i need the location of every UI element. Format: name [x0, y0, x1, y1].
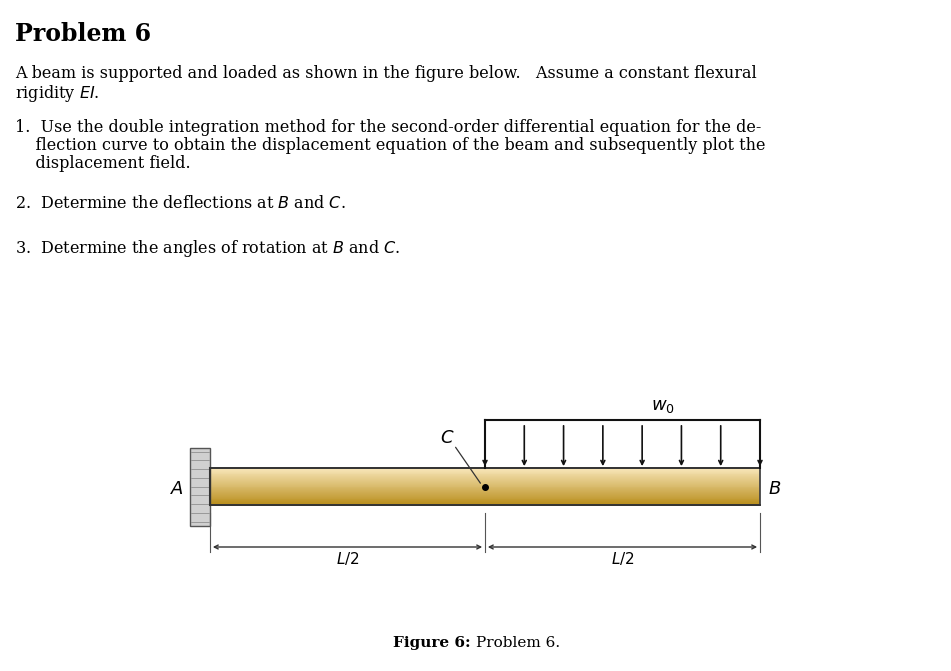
Bar — [210, 497, 760, 498]
Bar — [210, 472, 760, 474]
Bar — [210, 468, 760, 470]
Bar — [210, 486, 760, 488]
Bar — [210, 503, 760, 505]
Bar — [210, 484, 760, 486]
Text: A beam is supported and loaded as shown in the figure below.   Assume a constant: A beam is supported and loaded as shown … — [15, 65, 757, 82]
Bar — [210, 474, 760, 475]
Bar — [210, 502, 760, 504]
Bar — [210, 501, 760, 503]
Bar — [210, 501, 760, 502]
Bar — [210, 483, 760, 484]
Text: $w_0$: $w_0$ — [650, 397, 674, 415]
Bar — [210, 469, 760, 470]
Bar — [210, 474, 760, 476]
Bar — [210, 477, 760, 479]
Bar — [210, 472, 760, 473]
Text: displacement field.: displacement field. — [15, 155, 190, 172]
Bar — [210, 494, 760, 495]
Bar — [210, 479, 760, 480]
Text: $L/2$: $L/2$ — [611, 550, 634, 567]
Text: 2.  Determine the deflections at $B$ and $C$.: 2. Determine the deflections at $B$ and … — [15, 195, 346, 211]
Text: 3.  Determine the angles of rotation at $B$ and $C$.: 3. Determine the angles of rotation at $… — [15, 238, 400, 259]
Bar — [210, 504, 760, 506]
Bar — [210, 492, 760, 494]
Text: $C$: $C$ — [439, 429, 455, 447]
Text: Problem 6: Problem 6 — [15, 22, 151, 46]
Bar — [210, 480, 760, 482]
Text: 1.  Use the double integration method for the second-order differential equation: 1. Use the double integration method for… — [15, 119, 762, 136]
Text: rigidity $EI$.: rigidity $EI$. — [15, 83, 100, 104]
Bar — [210, 496, 760, 497]
Text: Problem 6.: Problem 6. — [476, 636, 560, 650]
Bar — [210, 491, 760, 492]
Bar — [210, 489, 760, 491]
Text: $L/2$: $L/2$ — [336, 550, 359, 567]
Text: flection curve to obtain the displacement equation of the beam and subsequently : flection curve to obtain the displacemen… — [15, 137, 766, 154]
Bar — [210, 482, 760, 483]
Text: Figure 6:: Figure 6: — [393, 636, 476, 650]
Bar — [210, 486, 760, 487]
Bar — [210, 491, 760, 493]
Bar — [210, 499, 760, 501]
Bar — [210, 468, 760, 505]
Bar — [210, 475, 760, 477]
Bar — [210, 478, 760, 480]
Bar — [210, 499, 760, 500]
Bar — [210, 470, 760, 471]
Bar — [210, 498, 760, 499]
Bar — [210, 484, 760, 485]
Bar — [210, 488, 760, 490]
Bar — [190, 448, 210, 525]
Text: $A$: $A$ — [170, 480, 184, 497]
Bar — [210, 493, 760, 495]
Bar — [210, 487, 760, 489]
Bar — [210, 481, 760, 482]
Text: $B$: $B$ — [768, 480, 782, 497]
Bar — [210, 495, 760, 497]
Bar — [210, 471, 760, 472]
Bar — [210, 476, 760, 478]
